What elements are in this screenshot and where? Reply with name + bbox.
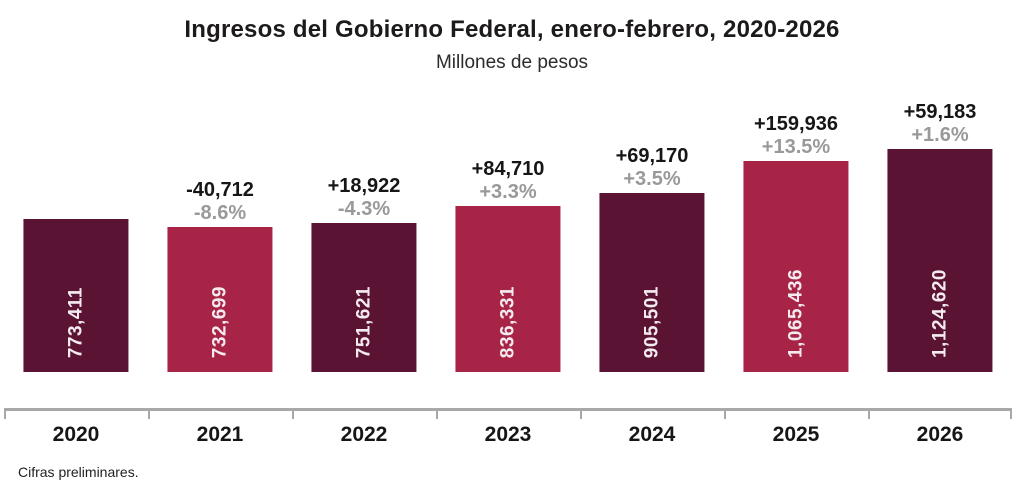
x-axis-tick xyxy=(147,408,150,419)
x-axis-tick xyxy=(4,408,6,419)
x-tick-label-2023: 2023 xyxy=(484,423,532,446)
x-tick-label-2025: 2025 xyxy=(772,423,820,446)
x-axis-tick xyxy=(436,408,438,419)
bar-value-label-2021: 732,699 xyxy=(208,285,230,358)
bar-value-label-2020: 773,411 xyxy=(64,286,86,358)
chart-subtitle: Millones de pesos xyxy=(435,52,589,73)
bar-group-2021: -40,712 -8.6% 732,699 xyxy=(148,78,292,372)
footnote: Cifras preliminares. xyxy=(18,464,139,480)
x-tick-label-2021: 2021 xyxy=(196,423,244,446)
pct-label-2021: -8.6% xyxy=(193,202,247,224)
bar-group-2026: +59,183 +1.6% 1,124,620 xyxy=(868,78,1012,372)
x-tick-label-2026: 2026 xyxy=(916,423,964,446)
diff-label-2026: +59,183 xyxy=(903,101,977,123)
bar-value-label-2023: 836,331 xyxy=(496,285,518,358)
pct-label-2023: +3.3% xyxy=(479,181,537,203)
bar-group-2024: +69,170 +3.5% 905,501 xyxy=(580,78,724,372)
bar-2022: 751,621 xyxy=(311,223,417,372)
bar-2023: 836,331 xyxy=(455,206,561,372)
pct-label-2025: +13.5% xyxy=(761,136,831,158)
pct-label-2022: -4.3% xyxy=(337,198,391,220)
bar-2021: 732,699 xyxy=(167,227,273,372)
x-axis-tick xyxy=(868,408,870,419)
bar-2024: 905,501 xyxy=(599,193,705,372)
bar-2026: 1,124,620 xyxy=(887,149,993,372)
diff-label-2023: +84,710 xyxy=(471,158,545,180)
pct-label-2026: +1.6% xyxy=(911,124,969,146)
x-axis-labels: 2020 2021 2022 2023 2024 2025 2026 xyxy=(4,423,1012,447)
bar-value-label-2026: 1,124,620 xyxy=(928,268,950,358)
x-axis-tick xyxy=(291,408,294,419)
diff-label-2021: -40,712 xyxy=(186,179,254,201)
diff-label-2022: +18,922 xyxy=(327,175,401,197)
bar-value-label-2025: 1,065,436 xyxy=(784,268,806,358)
bar-group-2022: +18,922 -4.3% 751,621 xyxy=(292,78,436,372)
bar-group-2025: +159,936 +13.5% 1,065,436 xyxy=(724,78,868,372)
x-axis-line xyxy=(4,408,1012,419)
bar-value-label-2022: 751,621 xyxy=(352,285,374,358)
diff-label-2025: +159,936 xyxy=(754,113,838,135)
pct-label-2024: +3.5% xyxy=(623,168,681,190)
bar-group-2023: +84,710 +3.3% 836,331 xyxy=(436,78,580,372)
bar-value-label-2024: 905,501 xyxy=(640,285,662,358)
bar-2025: 1,065,436 xyxy=(743,161,849,372)
x-axis-tick xyxy=(1010,408,1012,419)
plot-area: 773,411 -40,712 -8.6% 732,699 +18,922 -4… xyxy=(4,78,1012,372)
x-tick-label-2022: 2022 xyxy=(340,423,388,446)
diff-label-2024: +69,170 xyxy=(615,145,689,167)
x-tick-label-2024: 2024 xyxy=(628,423,676,446)
x-axis-tick xyxy=(579,408,582,419)
x-tick-label-2020: 2020 xyxy=(52,423,100,446)
bar-group-2020: 773,411 xyxy=(4,78,148,372)
x-axis-tick xyxy=(724,408,726,419)
chart-title: Ingresos del Gobierno Federal, enero-feb… xyxy=(184,16,840,43)
bar-2020: 773,411 xyxy=(23,219,129,372)
